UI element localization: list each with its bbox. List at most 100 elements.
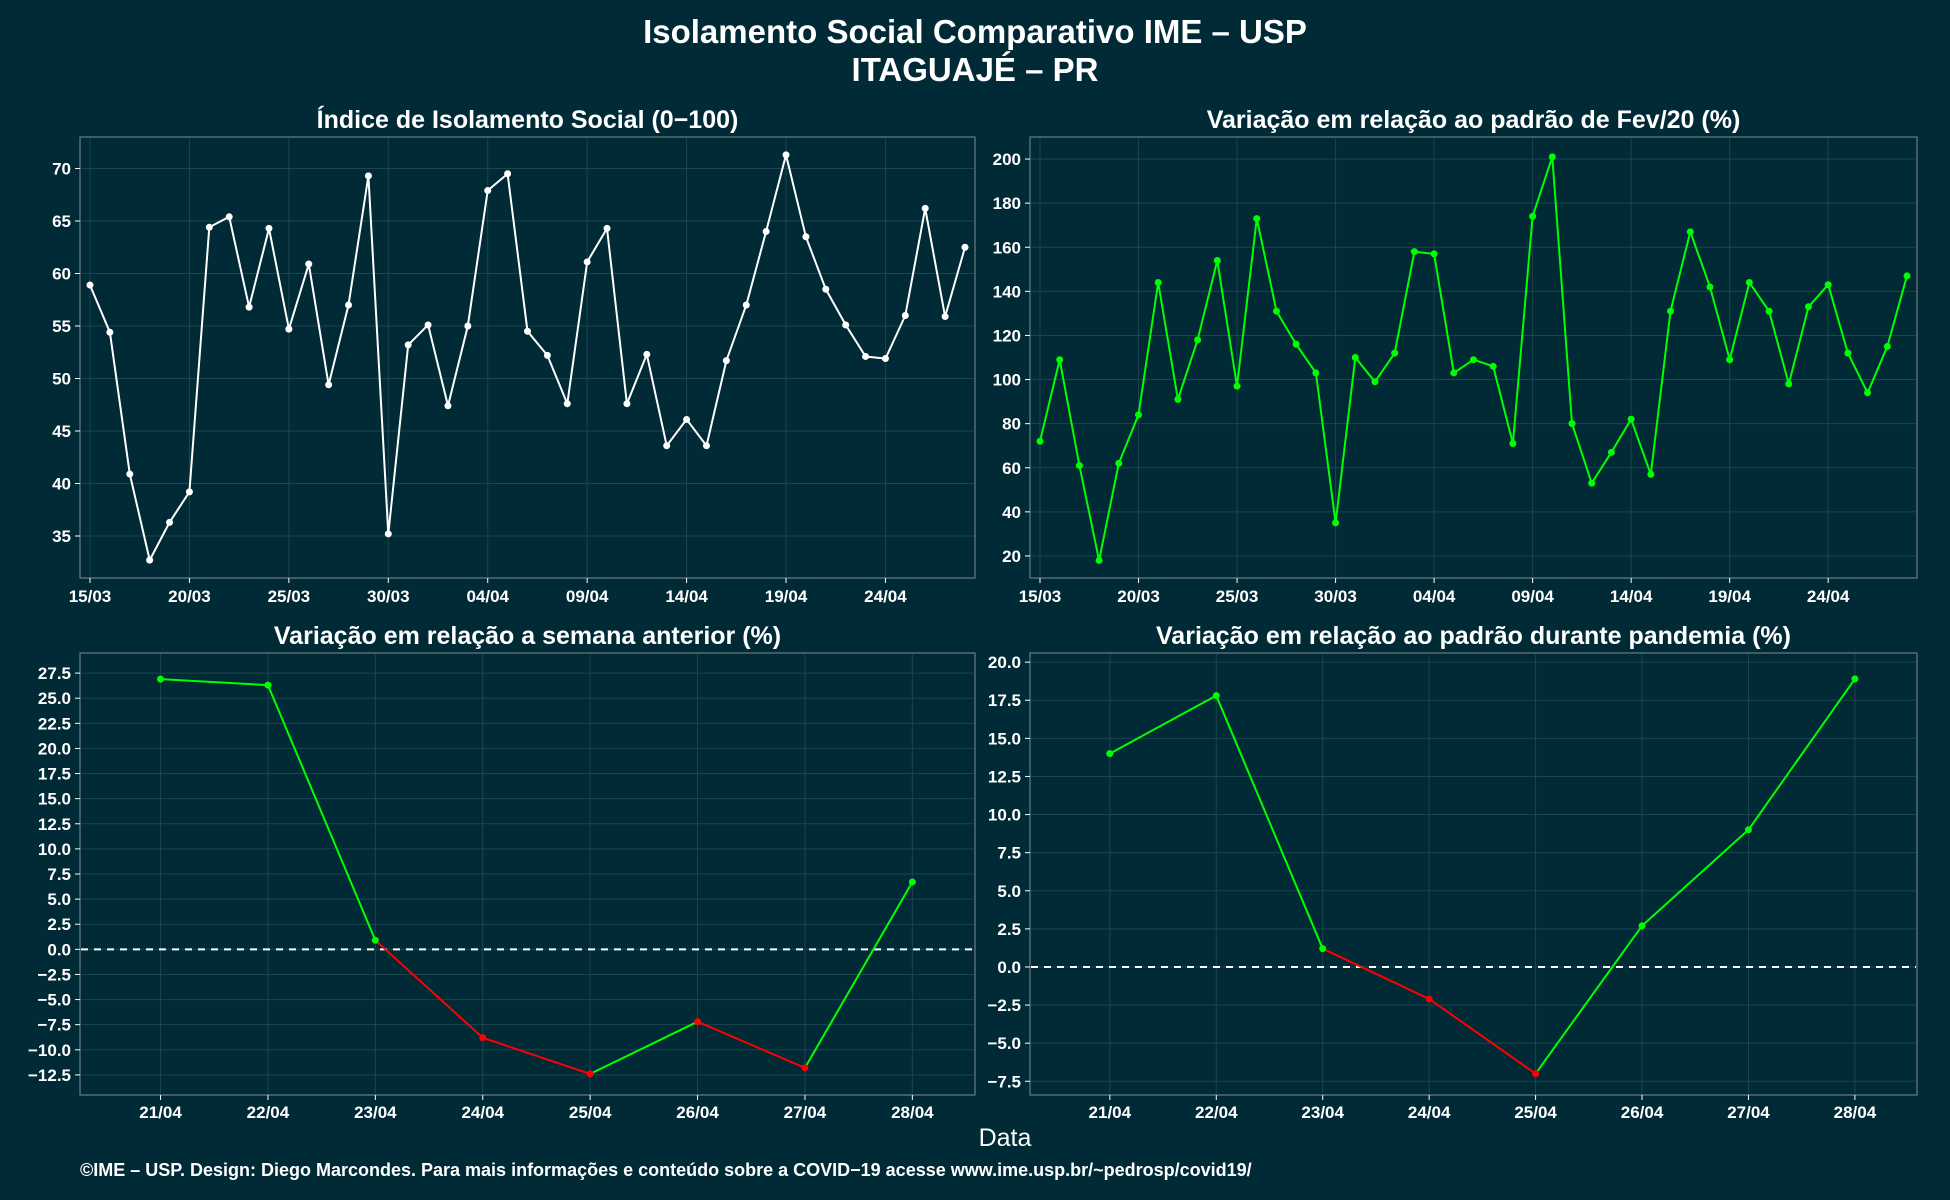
data-point — [1036, 437, 1044, 445]
data-point — [1588, 479, 1596, 487]
panel-frame — [79, 136, 976, 579]
y-tick-label: 17.5 — [38, 765, 71, 784]
data-point — [185, 488, 193, 496]
x-tick-label: 23/04 — [1301, 1103, 1344, 1122]
data-point — [663, 442, 671, 450]
data-point — [563, 400, 571, 408]
data-point — [908, 878, 916, 886]
data-point — [1194, 336, 1202, 344]
data-point — [742, 301, 750, 309]
y-tick-label: 10.0 — [988, 806, 1021, 825]
data-point — [504, 170, 512, 178]
data-point — [603, 224, 611, 232]
data-point — [842, 321, 850, 329]
y-tick-label: −5.0 — [37, 991, 71, 1010]
data-point — [1154, 279, 1162, 287]
data-point — [694, 1018, 702, 1026]
y-tick-label: 20.0 — [988, 653, 1021, 672]
y-tick-label: 15.0 — [988, 729, 1021, 748]
data-point — [961, 243, 969, 251]
data-point — [1804, 303, 1812, 311]
data-point — [1075, 462, 1083, 470]
panel-title: Variação em relação a semana anterior (%… — [274, 622, 781, 650]
y-tick-label: 2.5 — [997, 920, 1021, 939]
y-tick-label: 2.5 — [47, 915, 71, 934]
data-point — [941, 313, 949, 321]
data-point — [86, 281, 94, 289]
data-point — [1319, 945, 1327, 953]
data-point — [1864, 389, 1872, 397]
y-tick-label: 12.5 — [988, 767, 1021, 786]
footer-credit: ©IME – USP. Design: Diego Marcondes. Par… — [80, 1160, 1252, 1180]
x-axis-title: Data — [979, 1124, 1032, 1152]
y-tick-label: 27.5 — [38, 664, 71, 683]
y-tick-label: 200 — [993, 150, 1021, 169]
data-point — [424, 321, 432, 329]
data-point — [1106, 750, 1114, 758]
x-tick-label: 24/04 — [461, 1103, 504, 1122]
x-tick-label: 20/03 — [168, 587, 211, 606]
data-point — [1883, 342, 1891, 350]
panels-group: Índice de Isolamento Social (0−100) 15/03… — [28, 105, 1918, 1122]
panel-title: Variação em relação ao padrão de Fev/20 … — [1207, 106, 1741, 134]
series-segment — [589, 1020, 698, 1075]
series-segment — [1109, 694, 1217, 755]
x-tick-label: 22/04 — [247, 1103, 290, 1122]
y-tick-label: 35 — [52, 527, 71, 546]
data-point — [1785, 380, 1793, 388]
x-tick-label: 25/03 — [1216, 587, 1259, 606]
x-tick-label: 25/04 — [1514, 1103, 1557, 1122]
y-tick-label: 45 — [52, 422, 71, 441]
data-point — [1726, 356, 1734, 364]
x-tick-label: 27/04 — [1727, 1103, 1770, 1122]
data-point — [683, 415, 691, 423]
figure-title-line1: Isolamento Social Comparativo IME – USP — [643, 13, 1307, 50]
x-tick-label: 24/04 — [1408, 1103, 1451, 1122]
data-point — [782, 151, 790, 159]
data-point — [1607, 448, 1615, 456]
series-segment — [1428, 998, 1537, 1075]
x-tick-label: 04/04 — [1413, 587, 1456, 606]
data-point — [484, 187, 492, 195]
data-point — [1272, 307, 1280, 315]
panel-2: Variação em relação ao padrão de Fev/20 … — [993, 106, 1918, 606]
data-point — [1765, 307, 1773, 315]
x-tick-label: 21/04 — [139, 1103, 182, 1122]
data-point — [265, 224, 273, 232]
data-point — [1425, 995, 1433, 1003]
data-point — [1410, 248, 1418, 256]
data-point — [1844, 349, 1852, 357]
y-tick-label: 40 — [1002, 503, 1021, 522]
panel-4: Variação em relação ao padrão durante pa… — [987, 622, 1918, 1122]
data-point — [881, 355, 889, 363]
data-point — [1253, 215, 1261, 223]
data-point — [1212, 692, 1220, 700]
series-segment — [1322, 947, 1430, 1000]
data-point — [1391, 349, 1399, 357]
y-tick-label: 17.5 — [988, 691, 1021, 710]
data-point — [1647, 470, 1655, 478]
series-segment — [374, 939, 484, 1039]
data-point — [1568, 420, 1576, 428]
y-tick-label: 80 — [1002, 415, 1021, 434]
data-point — [1135, 411, 1143, 419]
data-point — [762, 228, 770, 235]
data-point — [643, 350, 651, 358]
panel-title: Variação em relação ao padrão durante pa… — [1156, 622, 1791, 650]
y-tick-label: 10.0 — [38, 840, 71, 859]
x-tick-label: 25/03 — [268, 587, 311, 606]
data-point — [345, 301, 353, 309]
data-point — [1851, 675, 1859, 683]
data-point — [623, 400, 631, 408]
data-point — [1351, 354, 1359, 361]
data-point — [921, 204, 929, 212]
series-segment — [267, 684, 377, 941]
data-point — [1667, 307, 1675, 315]
y-tick-label: 120 — [993, 326, 1021, 345]
y-tick-label: 65 — [52, 212, 71, 231]
y-tick-label: 12.5 — [38, 815, 71, 834]
data-point — [1744, 826, 1752, 834]
y-tick-label: 20.0 — [38, 739, 71, 758]
panel-title: Índice de Isolamento Social (0−100) — [317, 105, 739, 134]
